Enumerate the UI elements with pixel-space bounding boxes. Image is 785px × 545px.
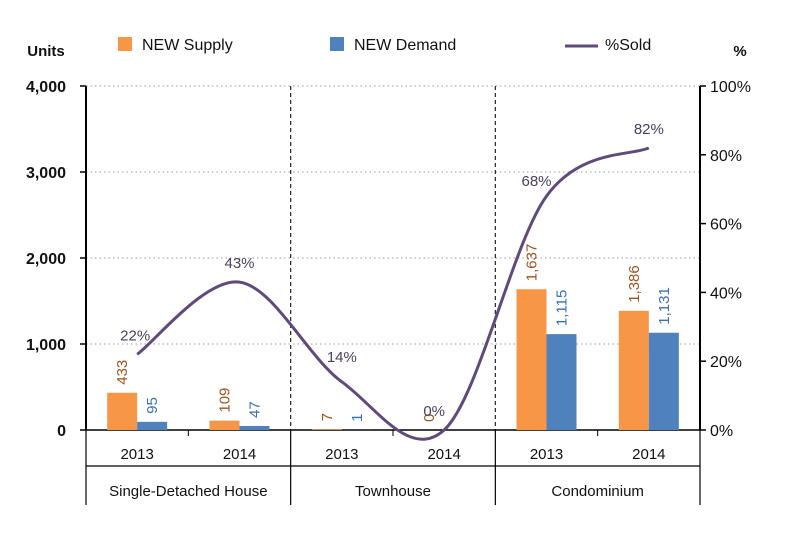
x-tick-label: 2013 (530, 446, 563, 463)
sold-value-label: 82% (634, 121, 664, 138)
x-tick-label: 2014 (223, 446, 256, 463)
supply-value-label: 1,637 (524, 244, 541, 282)
supply-bar (619, 311, 649, 430)
sold-value-label: 14% (327, 349, 357, 366)
supply-value-label: 1,386 (626, 265, 643, 303)
left-tick-label: 0 (57, 423, 66, 440)
group-label: Townhouse (355, 483, 431, 500)
right-tick-label: 100% (710, 79, 751, 96)
legend-demand-label: NEW Demand (354, 37, 456, 54)
sold-value-label: 43% (224, 255, 254, 272)
supply-bar (312, 429, 342, 430)
x-tick-label: 2013 (120, 446, 153, 463)
legend-supply-label: NEW Supply (142, 37, 233, 54)
right-tick-label: 60% (710, 217, 742, 234)
sold-value-label: 22% (120, 327, 150, 344)
right-axis-title: % (733, 43, 746, 60)
x-tick-label: 2013 (325, 446, 358, 463)
sold-value-label: 68% (521, 173, 551, 190)
x-tick-label: 2014 (427, 446, 460, 463)
right-tick-label: 80% (710, 148, 742, 165)
demand-value-label: 95 (144, 397, 161, 414)
demand-value-label: 47 (247, 401, 264, 418)
x-tick-label: 2014 (632, 446, 665, 463)
demand-value-label: 1,115 (554, 290, 571, 326)
left-tick-label: 2,000 (26, 251, 66, 268)
demand-bar (240, 426, 270, 430)
demand-bar (649, 333, 679, 430)
supply-bar (107, 393, 137, 430)
right-tick-label: 40% (710, 285, 742, 302)
supply-bar (517, 289, 547, 430)
right-tick-label: 0% (710, 423, 733, 440)
group-label: Single-Detached House (109, 483, 267, 500)
right-tick-label: 20% (710, 354, 742, 371)
demand-bar (547, 334, 577, 430)
demand-value-label: 1 (349, 414, 366, 422)
supply-value-label: 433 (114, 360, 131, 385)
legend-supply-swatch (118, 37, 132, 51)
demand-value-label: 1,131 (656, 287, 673, 325)
supply-value-label: 7 (319, 413, 336, 421)
demand-bar (137, 422, 167, 430)
left-tick-label: 1,000 (26, 337, 66, 354)
legend-sold-label: %Sold (605, 37, 651, 54)
sold-value-label: 0% (423, 403, 445, 420)
group-label: Condominium (551, 483, 644, 500)
left-tick-label: 4,000 (26, 79, 66, 96)
left-tick-label: 3,000 (26, 165, 66, 182)
left-axis-title: Units (27, 43, 65, 60)
legend-demand-swatch (330, 37, 344, 51)
supply-bar (210, 421, 240, 430)
supply-value-label: 109 (217, 388, 234, 413)
